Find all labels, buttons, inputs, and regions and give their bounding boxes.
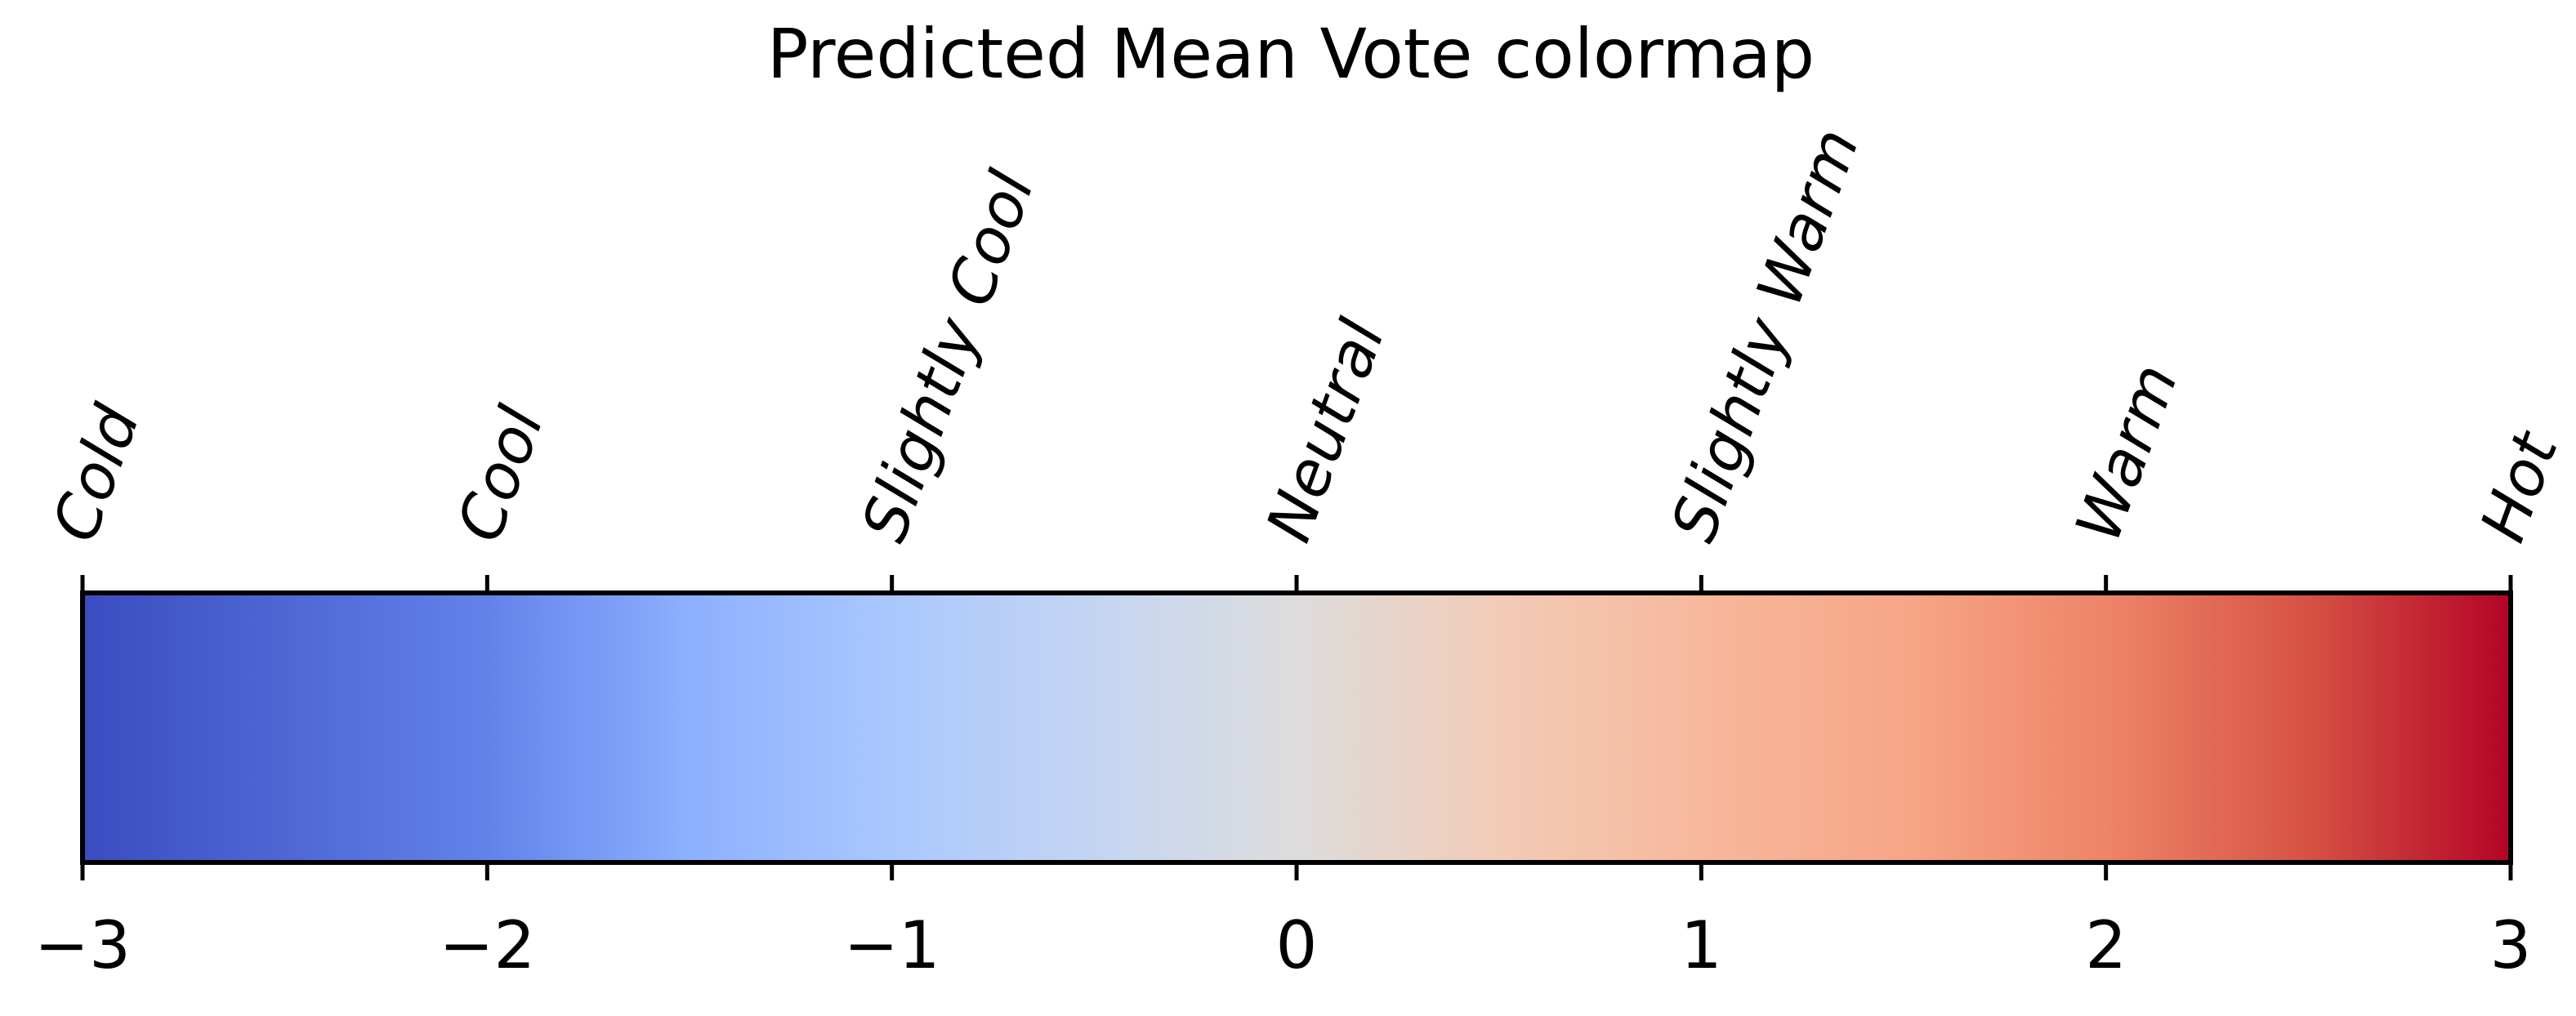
tick-label-6: 3	[2490, 907, 2532, 983]
category-label-2: Slightly Cool	[847, 162, 1048, 550]
tick-label-3: 0	[1276, 907, 1318, 983]
tick-label-4: 1	[1681, 907, 1722, 983]
tick-label-5: 2	[2085, 907, 2127, 983]
tick-label-1: −2	[439, 907, 535, 983]
chart-title: Predicted Mean Vote colormap	[767, 14, 1815, 94]
category-label-0: Cold	[38, 395, 154, 550]
colorbar-fill	[83, 593, 2511, 862]
category-labels: Cold Cool Slightly Cool Neutral Slightly War…	[38, 119, 2572, 550]
tick-marks	[80, 575, 2513, 880]
tick-labels: −3 −2 −1 0 1 2 3	[34, 907, 2531, 983]
category-label-5: Warm	[2061, 354, 2192, 550]
category-label-6: Hot	[2466, 421, 2572, 550]
tick-label-0: −3	[34, 907, 131, 983]
category-label-4: Slightly Warm	[1657, 119, 1873, 550]
category-label-1: Cool	[443, 398, 558, 551]
category-label-3: Neutral	[1252, 310, 1399, 550]
tick-label-2: −1	[844, 907, 940, 983]
